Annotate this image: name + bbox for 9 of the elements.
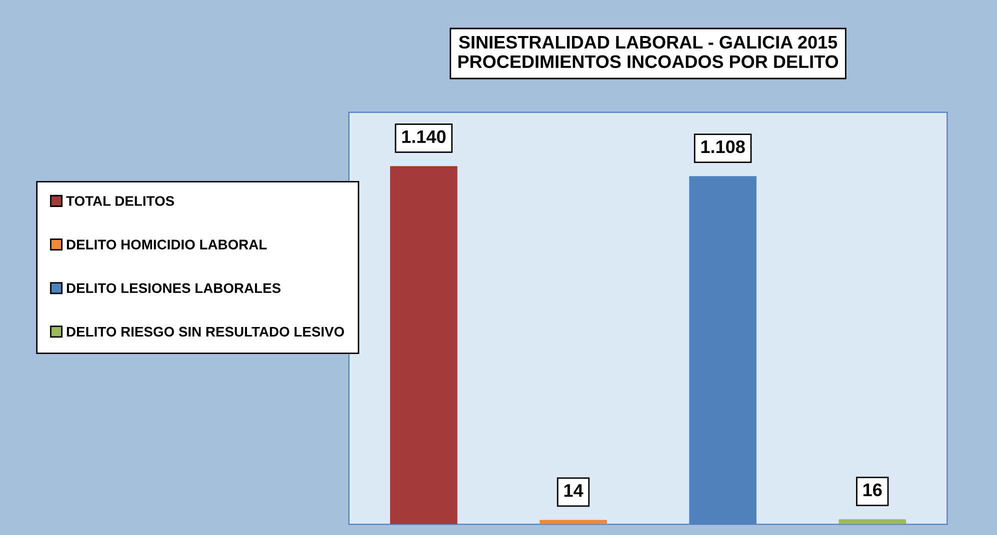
chart-title: SINIESTRALIDAD LABORAL - GALICIA 2015 PROCEDIMIENTOS INCOADOS POR DELITO: [458, 36, 838, 68]
legend-label: TOTAL DELITOS: [66, 196, 174, 206]
data-label: 16: [863, 483, 882, 496]
legend-label: DELITO LESIONES LABORALES: [66, 283, 281, 294]
legend-label: DELITO HOMICIDIO LABORAL: [66, 240, 267, 250]
data-label: 1.140: [402, 130, 446, 144]
data-label: 1.108: [701, 140, 745, 154]
legend-label: DELITO RIESGO SIN RESULTADO LESIVO: [66, 326, 344, 337]
data-label: 14: [564, 484, 584, 497]
